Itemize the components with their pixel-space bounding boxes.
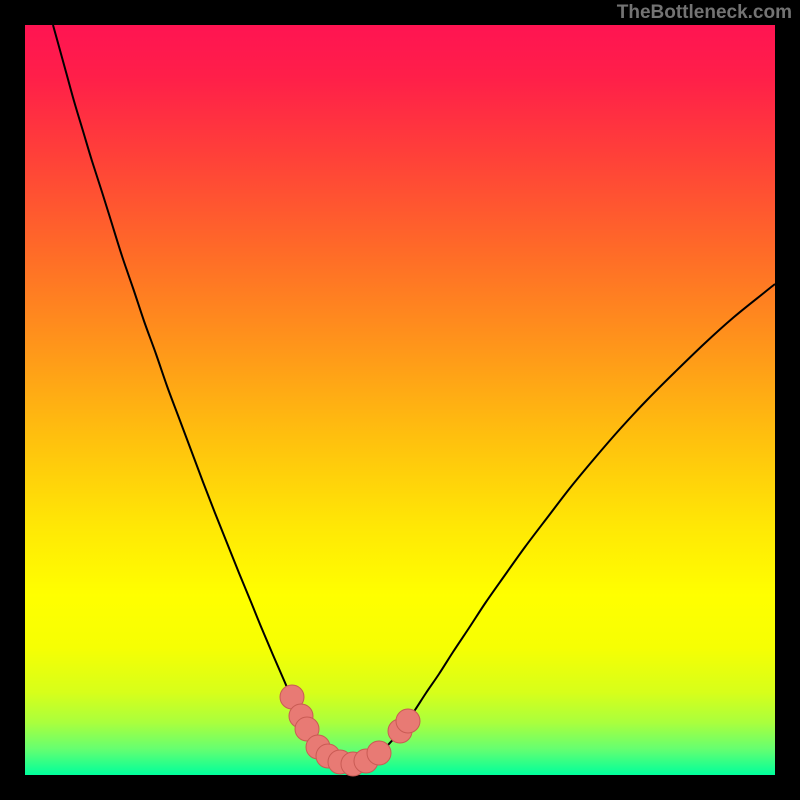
chart-canvas: TheBottleneck.com: [0, 0, 800, 800]
curve-marker: [396, 709, 420, 733]
plot-background: [25, 25, 775, 775]
chart-svg: [0, 0, 800, 800]
curve-marker: [367, 741, 391, 765]
watermark-text: TheBottleneck.com: [617, 2, 792, 24]
